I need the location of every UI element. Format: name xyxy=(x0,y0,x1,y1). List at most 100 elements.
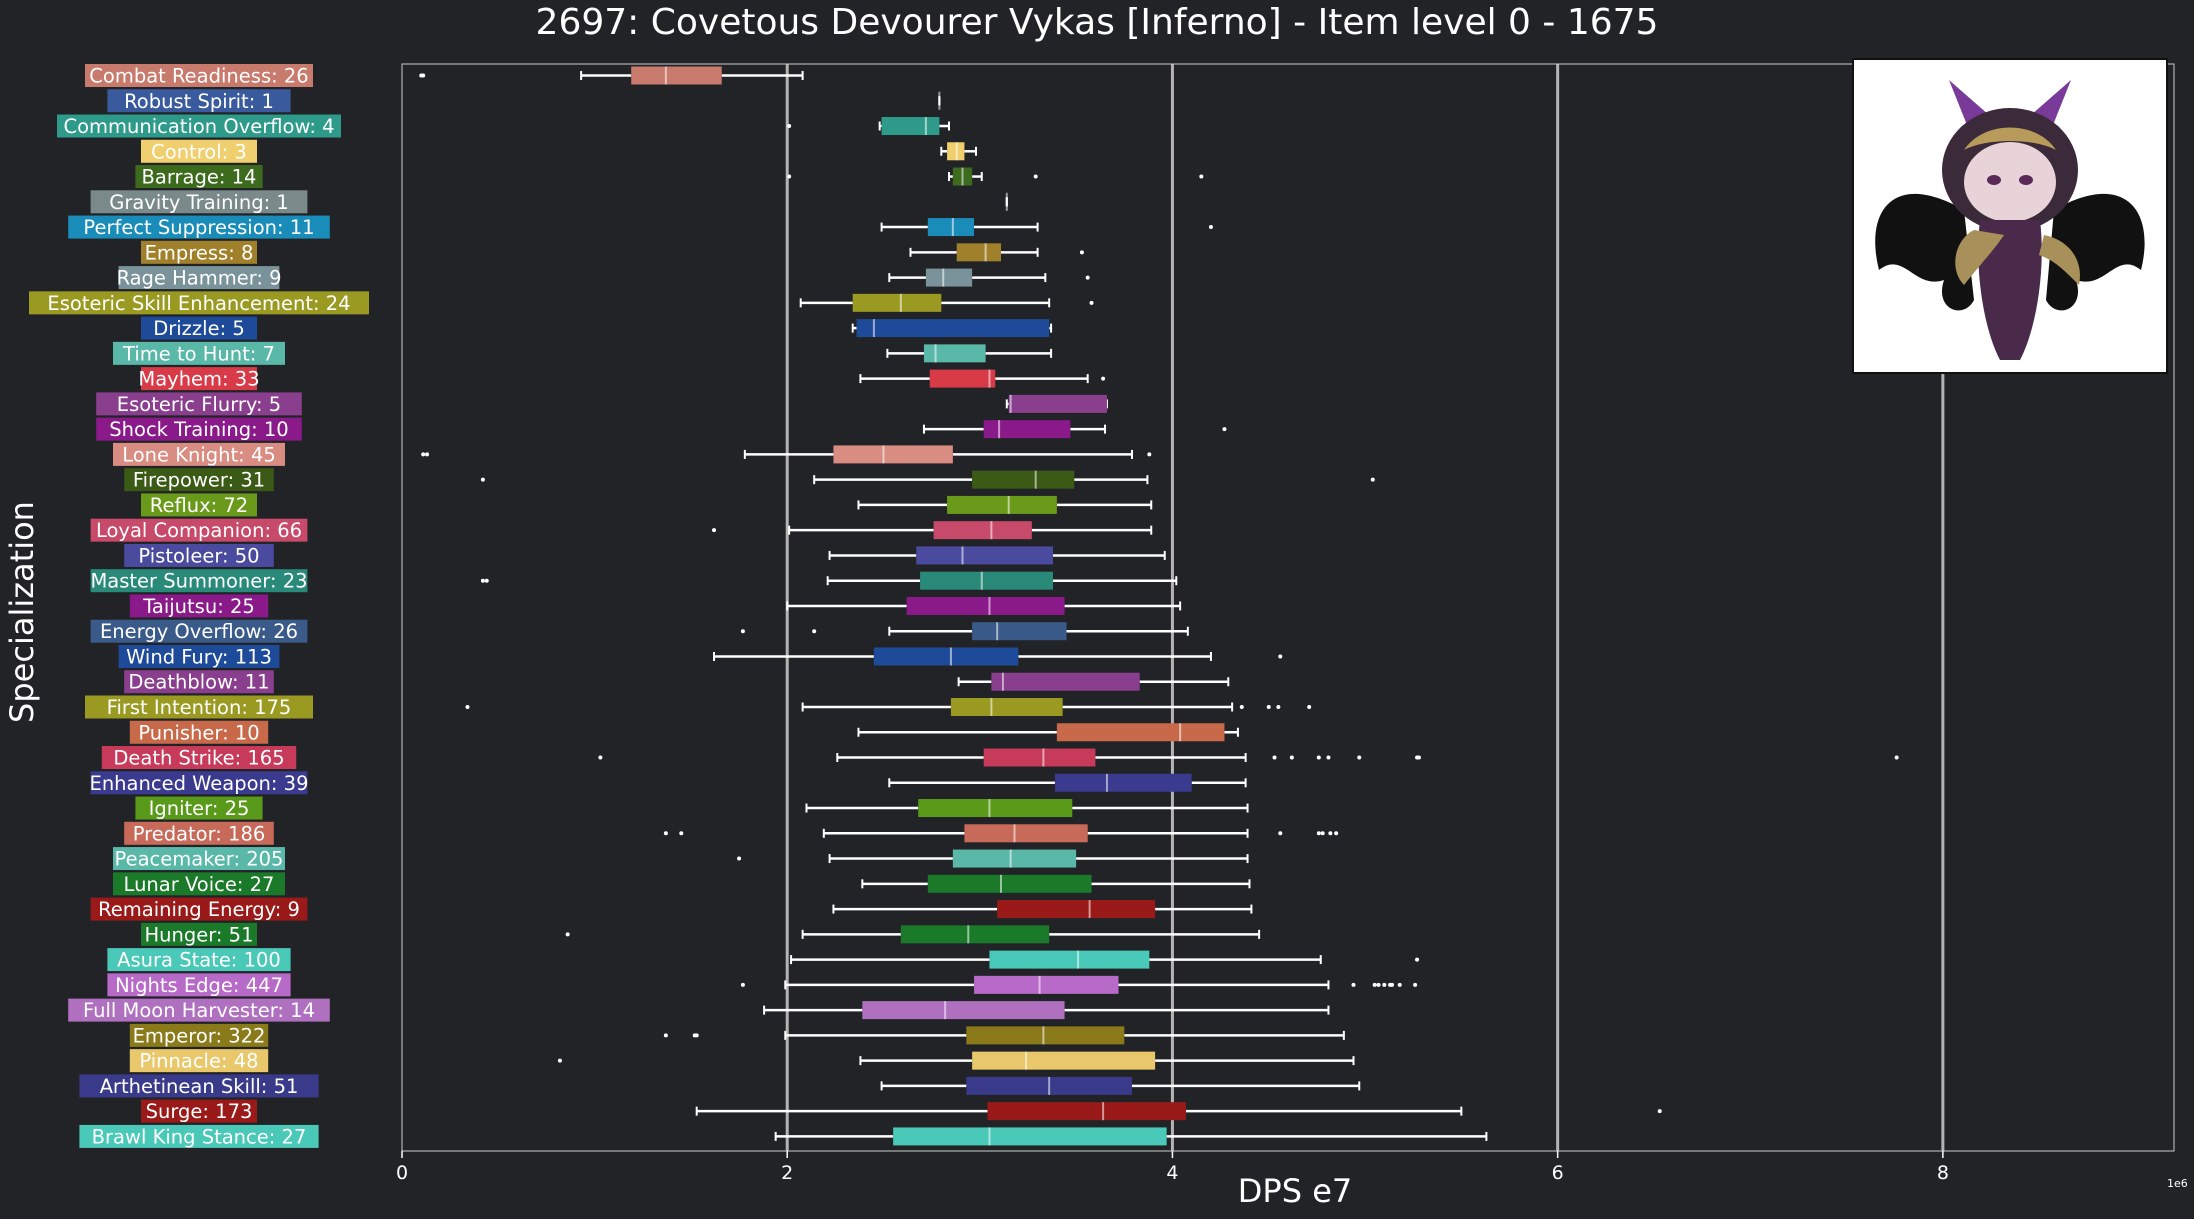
category-label-bg xyxy=(141,316,257,340)
category-label: Gravity Training: 1 xyxy=(90,190,308,214)
category-label-bg xyxy=(85,64,313,87)
category-label-text: Punisher: 10 xyxy=(138,721,259,744)
category-label: Esoteric Skill Enhancement: 24 xyxy=(29,291,369,315)
outlier-point xyxy=(1085,275,1090,280)
category-label-bg xyxy=(96,417,302,441)
box xyxy=(972,1051,1156,1070)
category-label-text: Deathblow: 11 xyxy=(128,671,269,694)
box-group xyxy=(828,546,1166,565)
chart-title: 2697: Covetous Devourer Vykas [Inferno] … xyxy=(535,2,1659,43)
outlier-point xyxy=(679,831,684,836)
box xyxy=(906,596,1065,615)
outlier-point xyxy=(1272,755,1277,760)
category-label-bg xyxy=(29,291,369,315)
box xyxy=(893,1127,1167,1146)
category-label-bg xyxy=(113,847,285,871)
category-label: Firepower: 31 xyxy=(124,468,274,492)
box xyxy=(833,445,953,464)
category-label-bg xyxy=(113,442,285,466)
category-label-bg xyxy=(90,897,308,921)
outlier-point xyxy=(712,528,717,533)
x-tick-label: 2 xyxy=(781,1162,793,1184)
box-group xyxy=(480,470,1375,489)
category-label-bg xyxy=(141,1099,257,1123)
category-label: Reflux: 72 xyxy=(141,493,257,517)
outlier-point xyxy=(1079,250,1084,255)
outlier-point xyxy=(1307,705,1312,709)
category-label: Asura State: 100 xyxy=(107,948,291,972)
box-group xyxy=(787,167,1204,186)
category-label-text: Barrage: 14 xyxy=(142,166,257,189)
outlier-point xyxy=(1390,982,1395,987)
category-label: Mayhem: 33 xyxy=(138,367,260,391)
category-label-text: Energy Overflow: 26 xyxy=(100,620,298,643)
category-label: Nights Edge: 447 xyxy=(107,973,291,997)
category-label-text: Shock Training: 10 xyxy=(109,418,288,441)
x-ticks: 0 2 4 6 8 xyxy=(396,1151,1949,1184)
box xyxy=(964,824,1088,843)
box-group xyxy=(713,647,1283,666)
category-label: Wind Fury: 113 xyxy=(118,644,280,668)
box-group xyxy=(763,1001,1330,1020)
category-label-text: Gravity Training: 1 xyxy=(109,191,289,214)
category-label: Remaining Energy: 9 xyxy=(90,897,308,921)
outlier-point xyxy=(1199,174,1204,179)
box xyxy=(631,66,722,85)
category-label-text: First Intention: 175 xyxy=(107,696,292,719)
category-label-bg xyxy=(141,139,257,163)
portrait-eye-left xyxy=(1987,175,2001,185)
category-label-bg xyxy=(129,720,269,744)
outlier-point xyxy=(1397,982,1402,987)
category-label-text: Arthetinean Skill: 51 xyxy=(100,1075,299,1098)
boss-portrait-image xyxy=(1875,80,2145,360)
category-label: Master Summoner: 23 xyxy=(90,569,308,593)
box xyxy=(925,268,973,287)
category-label-text: Lone Knight: 45 xyxy=(122,443,276,466)
box xyxy=(947,495,1057,514)
outlier-point xyxy=(787,124,792,129)
box-group xyxy=(805,799,1249,818)
outlier-point xyxy=(694,1033,699,1038)
category-label-bg xyxy=(124,468,274,492)
outlier-point xyxy=(480,477,485,482)
category-label-bg xyxy=(107,973,291,997)
category-label: Control: 3 xyxy=(141,139,257,163)
box-group xyxy=(857,723,1239,742)
category-label-text: Mayhem: 33 xyxy=(138,368,259,391)
category-label-bg xyxy=(101,746,297,770)
box-group xyxy=(799,293,1094,312)
category-label-bg xyxy=(124,543,274,567)
category-label: Energy Overflow: 26 xyxy=(90,619,308,643)
category-label-bg xyxy=(68,998,330,1022)
outlier-point xyxy=(1266,705,1271,709)
category-label-text: Wind Fury: 113 xyxy=(126,645,272,668)
outlier-point xyxy=(1278,654,1283,659)
portrait-crown xyxy=(1964,127,2056,150)
outlier-point xyxy=(737,856,742,861)
category-label-text: Asura State: 100 xyxy=(117,949,281,972)
category-label: Enhanced Weapon: 39 xyxy=(90,771,308,795)
category-label-bg xyxy=(107,89,291,113)
box xyxy=(933,521,1032,540)
box xyxy=(987,1102,1186,1121)
box-group xyxy=(740,622,1189,641)
category-label-text: Empress: 8 xyxy=(145,241,254,264)
box xyxy=(997,900,1156,919)
outlier-point xyxy=(480,578,485,583)
category-label: Shock Training: 10 xyxy=(96,417,302,441)
category-label-text: Esoteric Flurry: 5 xyxy=(117,393,281,416)
category-label-text: Drizzle: 5 xyxy=(153,317,245,340)
box xyxy=(956,243,1002,262)
box xyxy=(952,849,1077,868)
box xyxy=(1054,773,1192,792)
category-label-text: Rage Hammer: 9 xyxy=(116,267,281,290)
category-label-text: Communication Overflow: 4 xyxy=(63,115,334,138)
box-group xyxy=(922,420,1227,439)
category-label: Perfect Suppression: 11 xyxy=(68,215,330,239)
box-group xyxy=(857,495,1153,514)
box-group xyxy=(832,900,1253,919)
box-group xyxy=(663,824,1339,843)
portrait-armor xyxy=(1955,230,2004,285)
box-group xyxy=(888,773,1247,792)
